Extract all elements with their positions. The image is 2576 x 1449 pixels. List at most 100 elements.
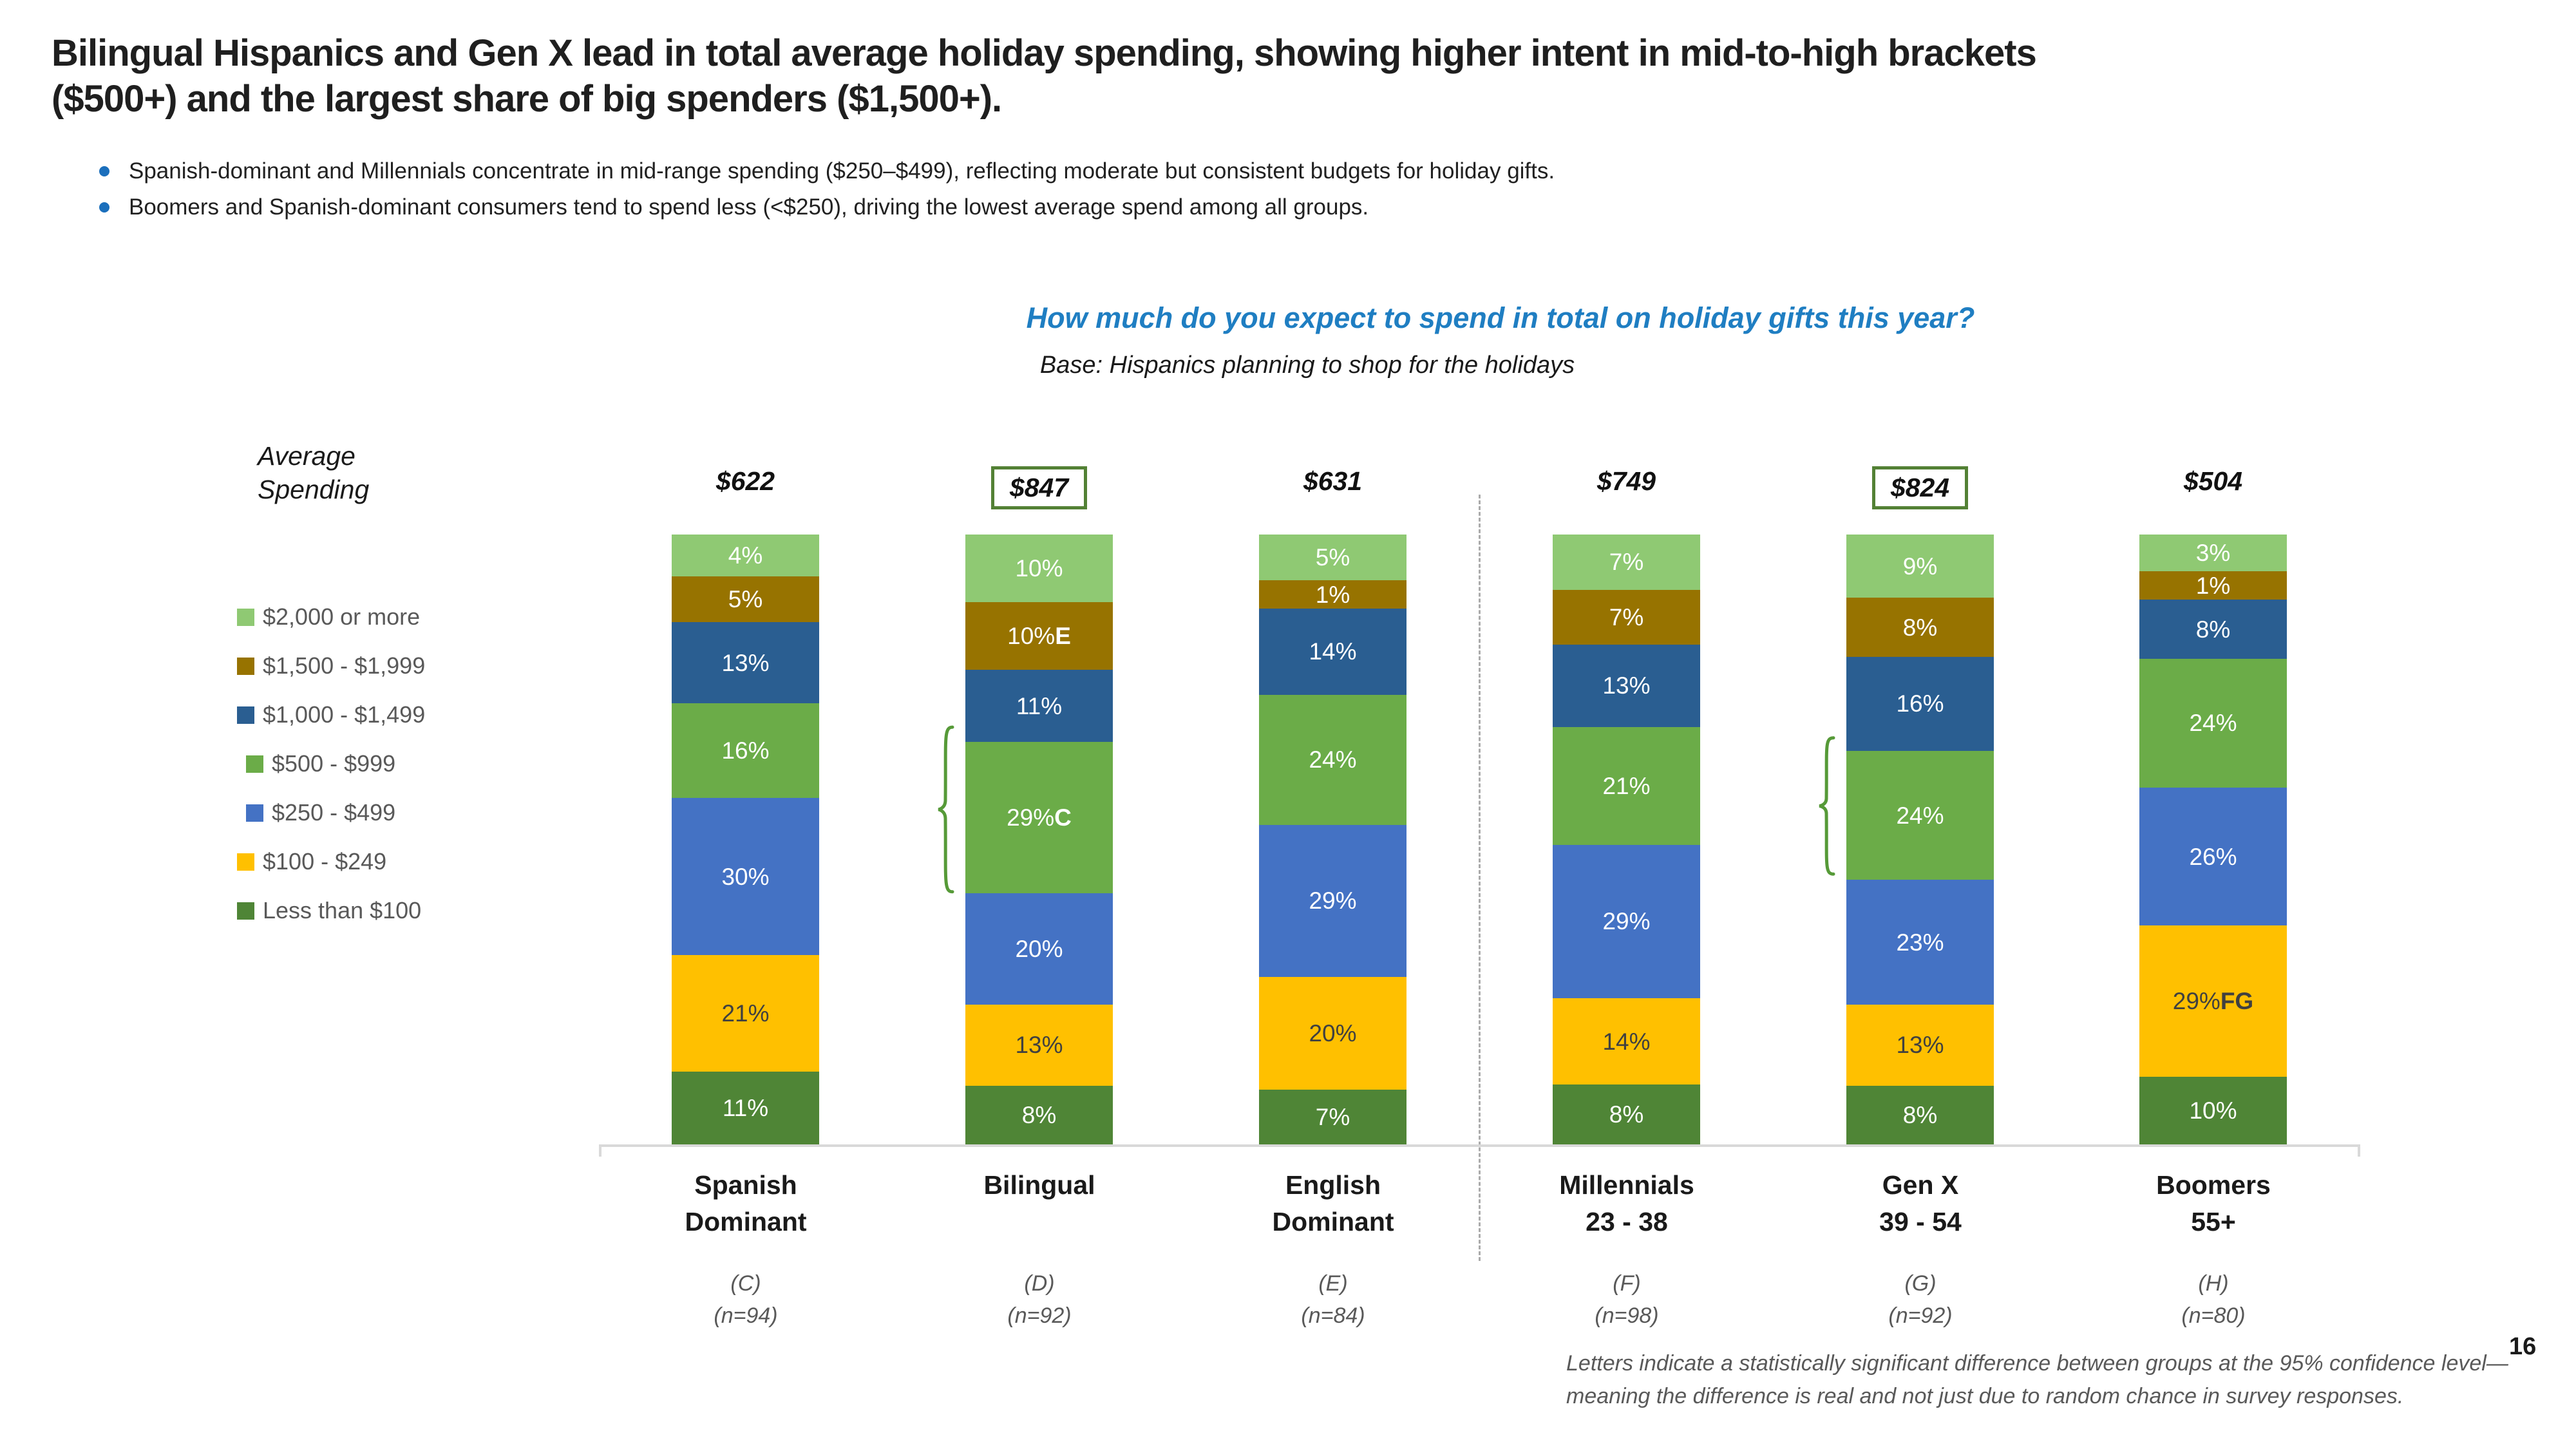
bar-segment-label: 8% [1902, 1101, 1938, 1128]
bar-segment: 20% [1259, 977, 1406, 1090]
bar-segment-label: 21% [1602, 772, 1651, 799]
bar-segment-label: 9% [1902, 553, 1938, 580]
bar-segment-label: 24% [1896, 802, 1944, 829]
bar-segment: 21% [1553, 726, 1700, 845]
bar-segment-label: 29% [1602, 908, 1651, 935]
bar-segment: 1% [1259, 580, 1406, 609]
bar-segment-label: 3% [2195, 540, 2231, 567]
bar-segment: 29%C [965, 742, 1113, 893]
bullet-list: Spanish-dominant and Millennials concent… [95, 153, 1555, 225]
bar-segment: 23% [1846, 880, 1994, 1005]
legend-item: $500 - $999 [237, 739, 425, 788]
chart-question: How much do you expect to spend in total… [1026, 301, 1975, 334]
legend: $2,000 or more $1,500 - $1,999 $1,000 - $1… [237, 592, 425, 935]
legend-swatch-icon [237, 902, 254, 920]
base-note: Base: Hispanics planning to shop for the… [1039, 352, 1575, 379]
group-code: (E) [1318, 1271, 1348, 1296]
legend-item: $1,000 - $1,499 [237, 690, 425, 739]
legend-label: $250 - $499 [272, 799, 396, 826]
legend-label: $500 - $999 [272, 750, 396, 777]
significance-bracket-icon [928, 722, 955, 897]
bar-segment: 14% [1553, 998, 1700, 1085]
bar-segment: 10% [965, 535, 1113, 603]
bar-segment-label: 29%FG [2172, 988, 2254, 1015]
bar-segment-label: 30% [721, 863, 770, 890]
highlight-box: $847 [990, 466, 1088, 509]
x-axis-group-label: Bilingual (D) (n=92) [917, 1167, 1162, 1332]
bar-segment-label: 10% [1015, 555, 1063, 582]
bar-segment-label: 24% [2189, 710, 2237, 737]
bar-segment-label: 11% [722, 1095, 769, 1122]
group-name: English Dominant [1272, 1170, 1394, 1236]
bar-segment-label: 13% [1602, 672, 1651, 699]
x-axis-group-label: Millennials 23 - 38 (F) (n=98) [1504, 1167, 1749, 1332]
bar-segment-label: 20% [1015, 935, 1063, 962]
bar-segment-label: 7% [1315, 1103, 1350, 1130]
bar-segment: 10% [2139, 1076, 2287, 1145]
x-axis-baseline [599, 1144, 2360, 1157]
bar-segment: 1% [2139, 571, 2287, 600]
average-spending-label: Average Spending [258, 439, 369, 507]
stacked-bar-c: 4% 5% 13% 16% 30% 21% 11% [672, 535, 819, 1145]
bar-segment: 10%E [965, 602, 1113, 670]
bar-segment: 14% [1259, 609, 1406, 695]
bar-segment: 29% [1259, 824, 1406, 978]
group-code: (D) [1024, 1271, 1055, 1296]
bar-segment-label: 8% [2195, 616, 2231, 643]
x-axis-group-label: Gen X 39 - 54 (G) (n=92) [1798, 1167, 2043, 1332]
bar-segment: 24% [1259, 694, 1406, 825]
page-title: Bilingual Hispanics and Gen X lead in to… [52, 31, 2037, 122]
bar-segment: 26% [2139, 788, 2287, 926]
bar-segment: 7% [1259, 1089, 1406, 1144]
bar-segment: 29% [1553, 844, 1700, 999]
group-sample-size: (n=98) [1595, 1303, 1659, 1328]
significance-footnote: Letters indicate a statistically signifi… [1566, 1351, 2508, 1408]
bar-segment-label: 1% [1315, 581, 1350, 608]
legend-item: $1,500 - $1,999 [237, 641, 425, 690]
average-spending-value: $749 [1596, 466, 1656, 496]
bar-segment-label: 16% [1896, 690, 1944, 717]
group-sample-size: (n=94) [714, 1303, 778, 1328]
bar-segment-label: 8% [1902, 614, 1938, 641]
group-sample-size: (n=92) [1007, 1303, 1072, 1328]
page-title-line2: ($500+) and the largest share of big spe… [52, 77, 1002, 120]
bar-segment: 8% [965, 1085, 1113, 1145]
legend-label: $1,000 - $1,499 [263, 701, 426, 728]
average-spending-value: $824 [1846, 466, 1994, 509]
group-name: Gen X 39 - 54 [1879, 1170, 1962, 1236]
group-sample-size: (n=84) [1301, 1303, 1365, 1328]
legend-swatch-icon [246, 804, 263, 822]
bar-segment: 16% [1846, 656, 1994, 751]
stacked-bar-e: 5% 1% 14% 24% 29% 20% 7% [1259, 535, 1406, 1144]
bar-segment-label: 13% [1896, 1032, 1944, 1059]
bar-segment: 8% [1846, 1085, 1994, 1144]
bar-segment: 3% [2139, 535, 2287, 572]
bar-segment-label: 14% [1602, 1028, 1651, 1055]
bar-segment-label: 24% [1309, 746, 1357, 773]
bar-segment: 9% [1846, 535, 1994, 598]
group-code: (C) [730, 1271, 761, 1296]
group-code: (H) [2198, 1271, 2229, 1296]
x-axis-group-label: English Dominant (E) (n=84) [1211, 1167, 1455, 1332]
average-spending-value: $504 [2183, 466, 2243, 496]
group-name: Millennials 23 - 38 [1559, 1170, 1694, 1236]
legend-swatch-icon [237, 853, 254, 871]
stacked-bar-g: 9% 8% 16% 24% 23% 13% 8% [1846, 535, 1994, 1144]
legend-item: $2,000 or more [237, 592, 425, 641]
legend-label: Less than $100 [263, 897, 422, 923]
bar-segment-label: 29%C [1007, 804, 1072, 831]
highlight-box: $824 [1871, 466, 1969, 509]
average-spending-label-line2: Spending [258, 475, 370, 505]
legend-swatch-icon [246, 755, 263, 773]
bar-segment-label: 10% [2189, 1097, 2237, 1124]
page-number: 16 [2509, 1333, 2537, 1360]
bar-segment-label: 10%E [1007, 623, 1071, 650]
bar-segment: 7% [1553, 589, 1700, 645]
bar-segment-label: 4% [728, 542, 763, 569]
bar-segment: 16% [672, 703, 819, 799]
x-axis-group-label: Boomers 55+ (H) (n=80) [2091, 1167, 2336, 1332]
bar-segment-label: 1% [2195, 572, 2231, 599]
bar-segment: 13% [965, 1004, 1113, 1086]
legend-swatch-icon [237, 706, 254, 724]
